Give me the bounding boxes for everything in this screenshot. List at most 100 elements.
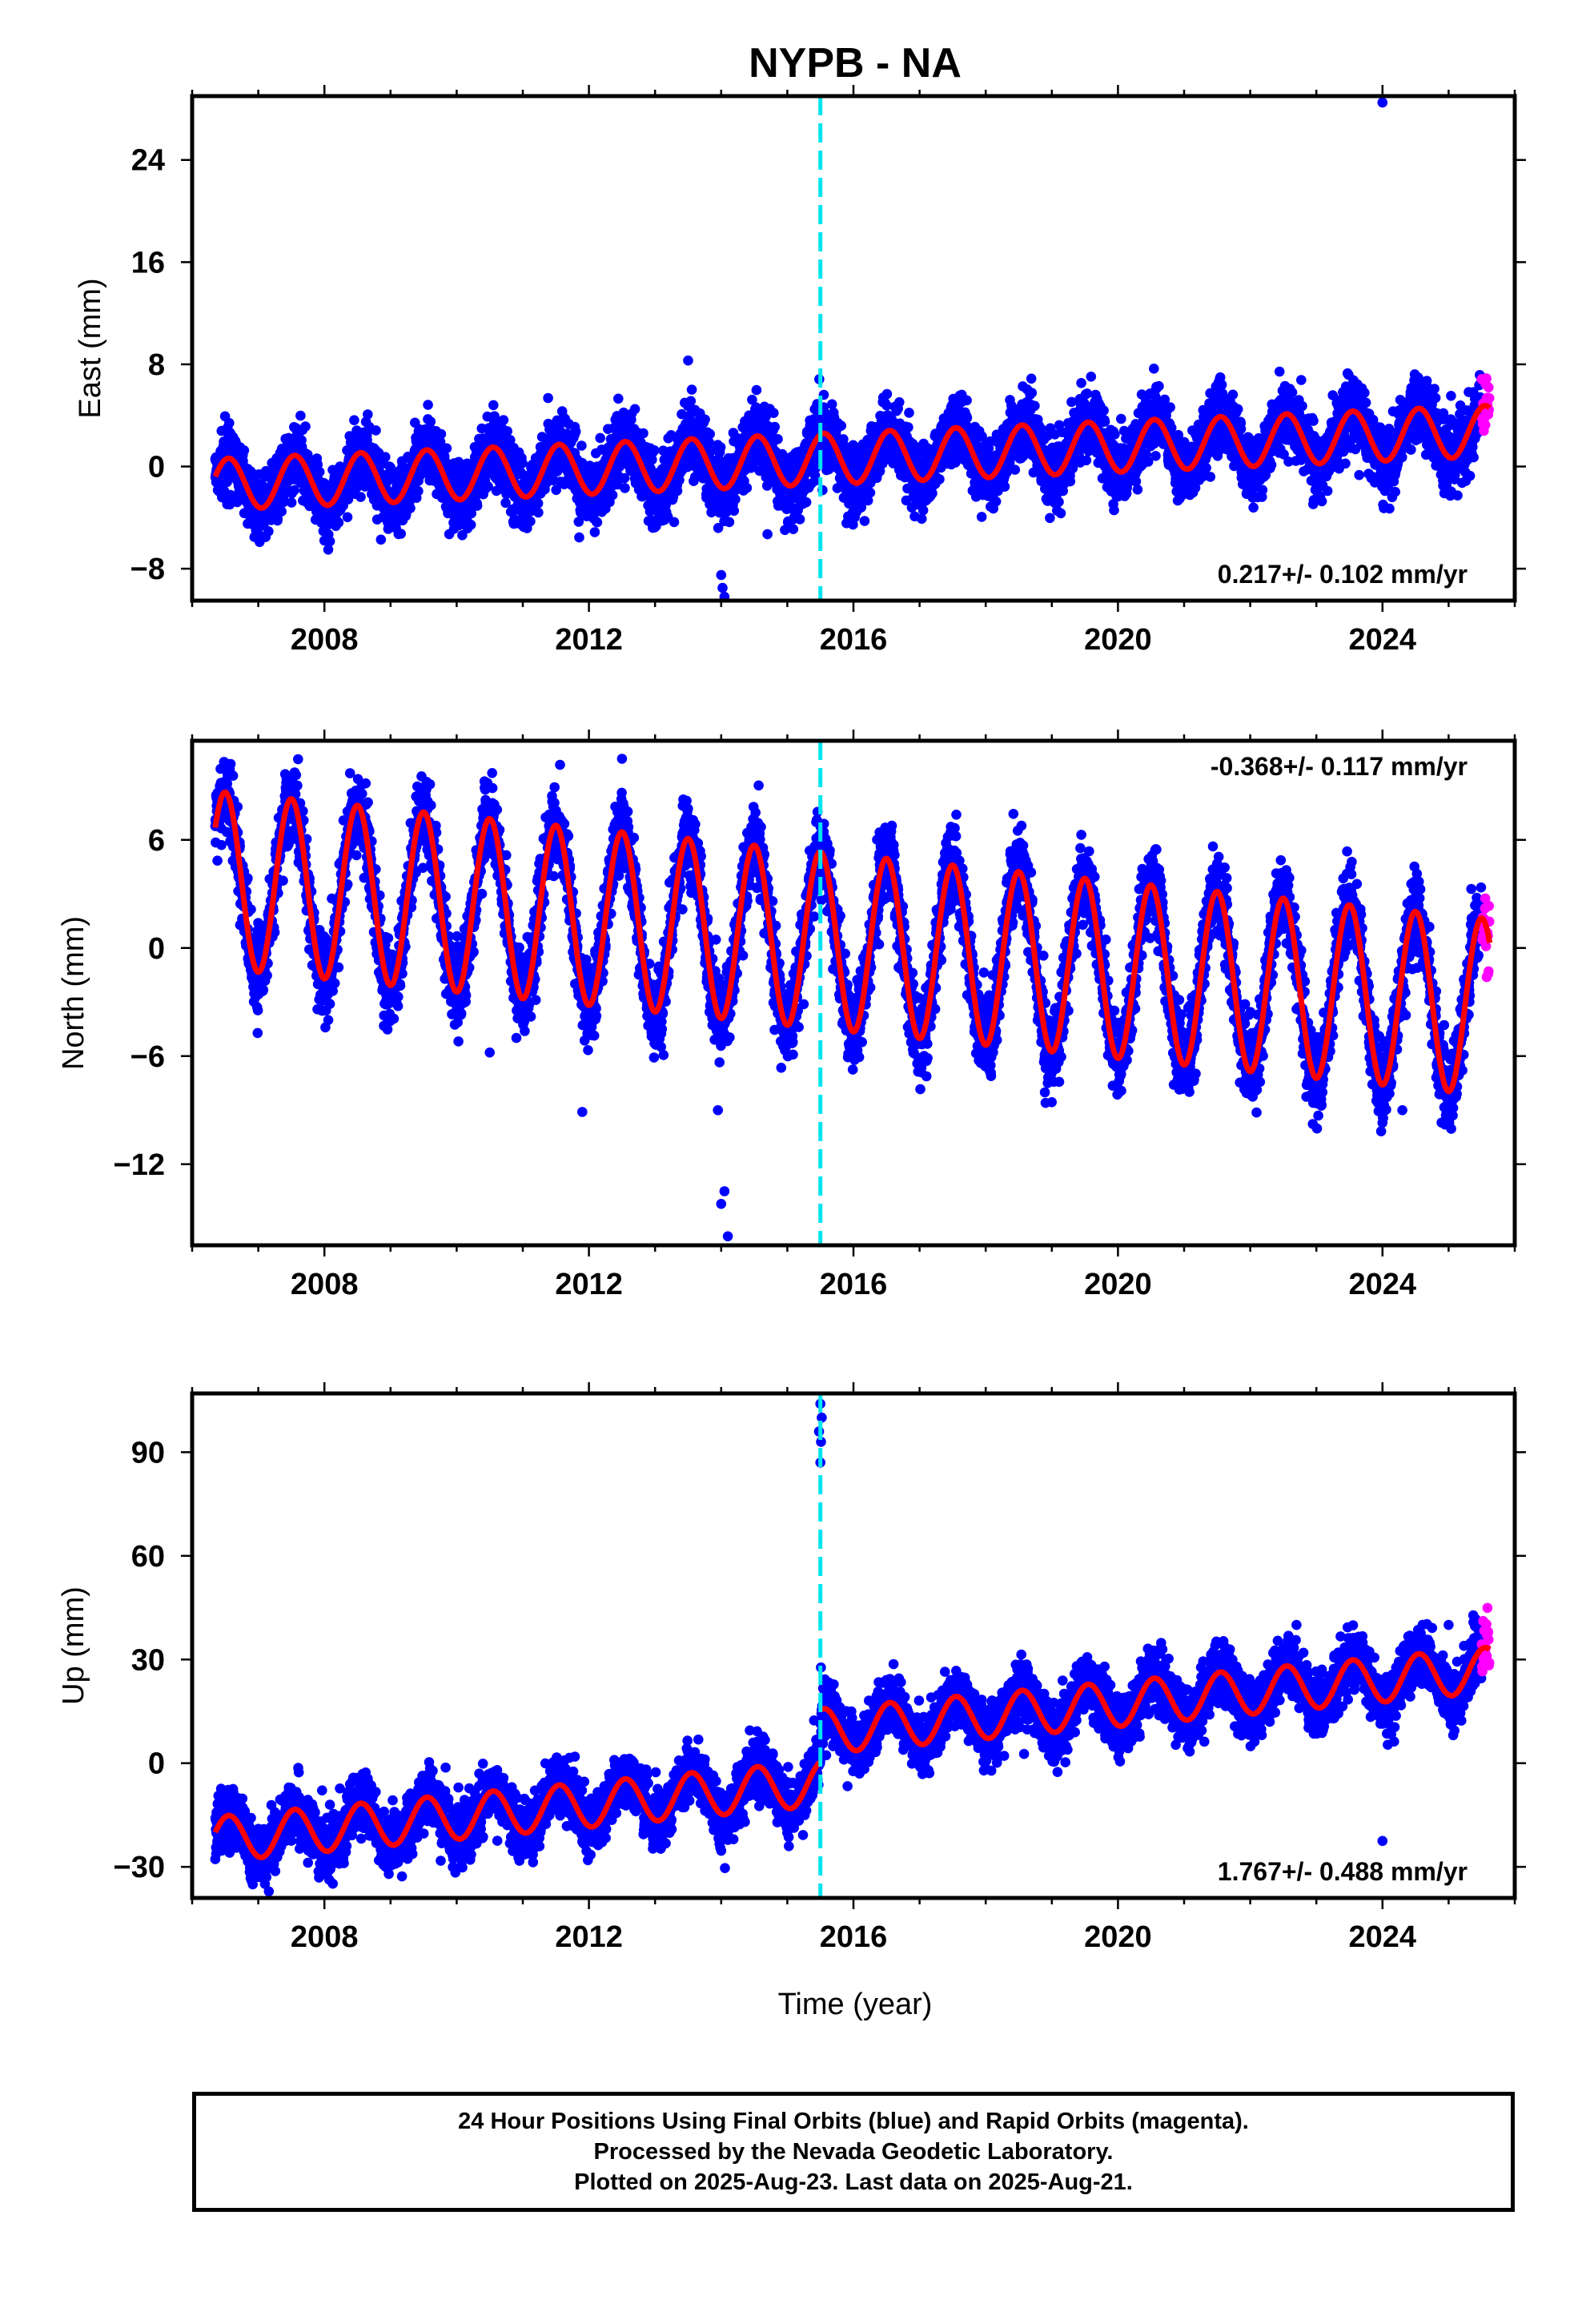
- data-point-final: [904, 408, 914, 418]
- data-point-final: [533, 507, 544, 518]
- chart-title: NYPB - NA: [749, 40, 962, 86]
- data-point-final: [917, 513, 927, 525]
- data-point-final: [613, 393, 624, 404]
- data-point-final: [505, 435, 516, 445]
- data-point-final: [380, 452, 391, 462]
- data-point-final: [859, 516, 870, 526]
- data-point-final: [1099, 416, 1110, 427]
- data-point-final: [472, 501, 483, 511]
- data-point-final: [551, 485, 561, 496]
- data-point-final: [488, 400, 499, 411]
- data-point-final: [1054, 497, 1064, 508]
- data-point-final: [826, 399, 837, 410]
- data-point-final: [917, 505, 929, 516]
- data-point-final: [595, 432, 605, 444]
- data-point-final: [323, 545, 334, 555]
- data-point-final: [619, 472, 630, 484]
- data-point-final: [741, 483, 753, 493]
- data-point-final: [1098, 405, 1109, 416]
- data-point-final: [500, 497, 511, 509]
- data-point-final: [751, 384, 762, 396]
- data-point-final: [1116, 413, 1126, 424]
- data-point-final: [413, 485, 424, 497]
- data-point-final: [644, 506, 656, 517]
- data-point-final: [715, 442, 726, 452]
- final-orbit-points: [210, 97, 1487, 601]
- data-point-final: [576, 440, 587, 451]
- data-point-final: [289, 485, 300, 496]
- data-point-final: [629, 404, 640, 415]
- data-point-final: [1110, 429, 1120, 440]
- data-point-final: [342, 512, 353, 523]
- data-point-final: [649, 445, 660, 456]
- data-point-final: [405, 503, 416, 513]
- data-point-final: [355, 492, 366, 502]
- data-point-final: [672, 485, 683, 497]
- data-point-final: [1076, 378, 1086, 388]
- data-point-final: [1065, 476, 1076, 487]
- data-point-final: [1045, 513, 1055, 524]
- data-point-final: [903, 422, 913, 432]
- data-point-final: [1026, 388, 1038, 398]
- data-point-final: [1132, 485, 1143, 495]
- data-point-final: [962, 412, 973, 424]
- data-point-final: [700, 414, 710, 425]
- data-point-final: [295, 410, 306, 421]
- data-point-final: [483, 481, 493, 492]
- plot-area: [210, 97, 1495, 601]
- data-point-final: [730, 494, 741, 505]
- data-point-final: [300, 421, 311, 432]
- data-point-final: [371, 425, 381, 436]
- data-point-final: [589, 527, 600, 537]
- data-point-final: [1030, 400, 1040, 412]
- data-point-final: [836, 420, 846, 431]
- data-point-final: [278, 497, 289, 508]
- data-point-final: [592, 517, 603, 528]
- data-point-final: [999, 481, 1010, 492]
- data-point-final: [647, 454, 657, 465]
- data-point-final: [773, 434, 783, 444]
- data-point-final: [638, 428, 648, 439]
- data-point-final: [1086, 372, 1097, 382]
- data-point-final: [934, 474, 945, 485]
- data-point-final: [570, 426, 581, 437]
- data-point-final: [1010, 464, 1021, 475]
- data-point-final: [962, 395, 972, 406]
- data-point-final: [705, 428, 715, 440]
- data-point-final: [276, 506, 287, 517]
- data-point-final: [1055, 508, 1066, 519]
- data-point-final: [990, 496, 1002, 507]
- data-point-final: [620, 483, 630, 493]
- data-point-final: [423, 400, 433, 410]
- data-point-final: [669, 517, 680, 528]
- data-point-final: [574, 532, 584, 543]
- data-point-final: [677, 408, 687, 420]
- data-point-final: [769, 408, 779, 418]
- data-point-final: [788, 524, 799, 534]
- data-point-final: [543, 392, 553, 404]
- data-point-final: [525, 516, 536, 527]
- data-point-final: [517, 458, 528, 468]
- data-point-final: [1026, 373, 1037, 384]
- data-point-final: [769, 421, 780, 432]
- data-point-final: [333, 517, 344, 528]
- data-point-final: [363, 409, 373, 420]
- data-point-final: [286, 497, 297, 508]
- data-point-final: [1082, 388, 1093, 399]
- data-point-final: [729, 505, 740, 517]
- data-point-final: [263, 526, 274, 537]
- data-point-final: [976, 512, 987, 522]
- data-point-final: [436, 428, 447, 440]
- data-point-final: [532, 498, 544, 509]
- data-point-final: [396, 529, 407, 539]
- data-point-final: [375, 534, 387, 545]
- data-point-final: [801, 497, 812, 508]
- data-point-final: [441, 443, 452, 454]
- data-point-final: [349, 415, 359, 425]
- data-point-final: [224, 417, 235, 428]
- data-point-final: [794, 514, 805, 525]
- data-point-final: [502, 426, 512, 436]
- data-point-final: [498, 415, 509, 425]
